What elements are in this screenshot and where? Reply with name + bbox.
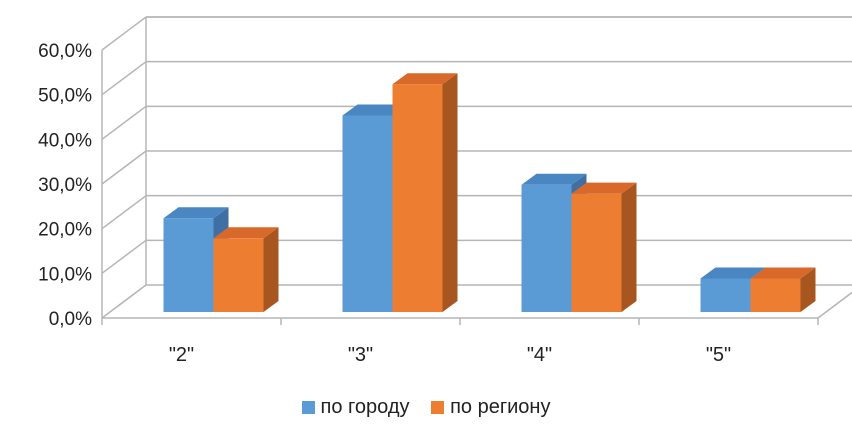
bar-front-face — [521, 184, 572, 312]
gridline-side — [101, 16, 147, 51]
y-tick-label: 50,0% — [38, 86, 92, 107]
bar-front-face — [750, 278, 801, 312]
bar-front-face — [700, 278, 751, 312]
bar-group — [163, 73, 816, 312]
bar — [392, 73, 458, 312]
bar-top-face — [571, 182, 637, 194]
bar-top-face — [700, 267, 766, 279]
legend-item-series-2: по региону — [431, 396, 550, 419]
bar-side-face — [263, 227, 279, 312]
bar-top-face — [521, 173, 587, 185]
bar — [700, 267, 766, 312]
bar-front-face — [163, 218, 214, 312]
legend-label-series-1: по городу — [320, 396, 410, 418]
y-tick-label: 20,0% — [38, 220, 92, 241]
bar-front-face — [213, 238, 264, 312]
gridline-side — [101, 105, 147, 140]
legend-swatch-series-1 — [301, 401, 315, 414]
x-category-label: "5" — [706, 344, 731, 366]
bar-front-face — [342, 115, 393, 312]
gridline-side — [101, 239, 147, 274]
x-category-label: "3" — [348, 344, 373, 366]
gridline-side — [101, 61, 147, 96]
bar-front-face — [571, 193, 622, 312]
gridline-side — [101, 284, 147, 319]
legend-swatch-series-2 — [431, 401, 445, 414]
y-tick-label: 30,0% — [38, 175, 92, 196]
bar — [750, 267, 816, 312]
legend-item-series-1: по городу — [301, 396, 410, 419]
bar-top-face — [213, 227, 279, 239]
bar-top-face — [750, 267, 816, 279]
x-category-label: "4" — [527, 344, 552, 366]
y-tick-label: 0,0% — [49, 309, 92, 330]
y-tick-label: 60,0% — [38, 41, 92, 62]
chart-legend: по городу по региону — [0, 396, 852, 420]
bar-top-face — [163, 207, 229, 219]
y-tick-label: 10,0% — [38, 264, 92, 285]
bar — [571, 182, 637, 312]
floor-right-edge — [817, 291, 852, 319]
gridline-side — [101, 150, 147, 185]
y-tick-label: 40,0% — [38, 130, 92, 151]
y-axis-ticks: 0,0% 10,0% 20,0% 30,0% 40,0% 50,0% 60,0% — [38, 41, 92, 330]
bar — [213, 227, 279, 312]
bar-top-face — [342, 104, 408, 116]
bar-front-face — [392, 84, 443, 312]
bar-side-face — [442, 73, 458, 312]
bar-side-face — [800, 267, 816, 312]
bar-top-face — [392, 73, 458, 85]
gridline-side — [101, 195, 147, 230]
legend-label-series-2: по региону — [450, 396, 551, 418]
x-category-label: "2" — [169, 344, 194, 366]
bar-side-face — [621, 182, 637, 312]
x-axis-categories: "2" "3" "4" "5" — [169, 344, 731, 366]
